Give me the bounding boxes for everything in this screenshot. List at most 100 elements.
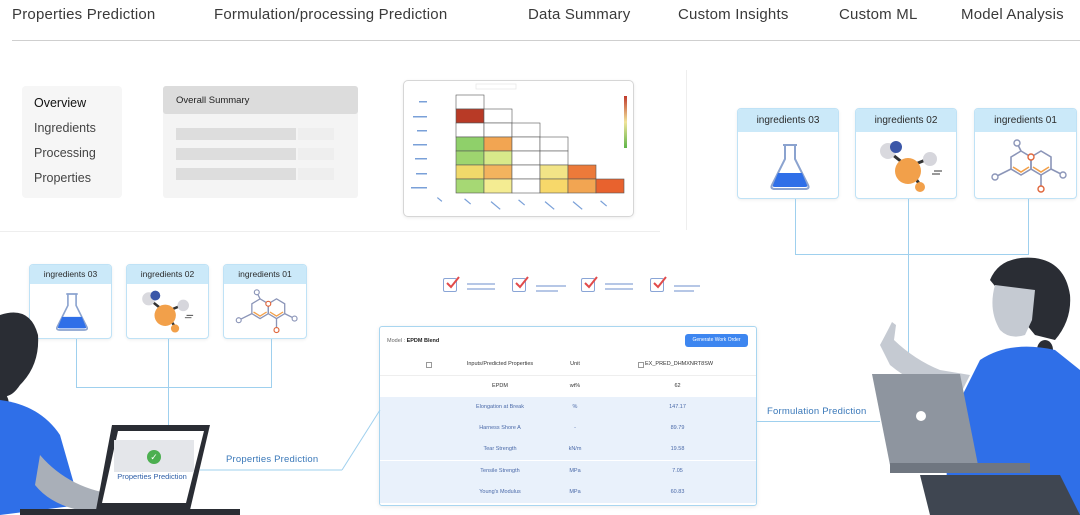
flow-label-formulation: Formulation Prediction [767,406,867,417]
check-mark-icon [653,276,667,289]
nav-tab-custom-ml[interactable]: Custom ML [839,6,918,23]
table-cell: 7.05 [672,468,683,474]
summary-placeholder-bar [176,128,296,140]
heatmap-title-placeholder [475,83,517,90]
table-cell: 62 [674,383,681,389]
menu-item-overview[interactable]: Overview [34,96,87,110]
connector-line [795,254,1029,255]
summary-placeholder-bar [298,148,334,160]
table-cell: Elongation at Break [475,404,524,410]
table-cell: wt% [569,383,581,389]
summary-placeholder-bar [176,148,296,160]
check-mark-icon [584,276,598,289]
table-cell: Tear Strength [483,446,517,452]
ingredient-card-03[interactable]: ingredients 03 [29,264,112,339]
table-cell: EPDM [492,383,508,389]
correlation-heatmap [411,83,627,210]
person-pointing-illustration [872,257,1080,515]
table-cell: MPa [569,468,581,474]
ingredient-card-01[interactable]: ingredients 01 [974,108,1077,199]
person-with-laptop-illustration [0,312,240,515]
summary-header: Overall Summary [163,86,358,114]
heatmap-color-scale [624,96,627,148]
flow-connector-left [200,409,381,471]
connector-line [271,339,272,387]
column-header: Unit [570,361,580,367]
flask-icon [55,293,89,331]
nav-tab-custom-insights[interactable]: Custom Insights [678,6,789,23]
table-cell: Young's Modulus [479,489,521,495]
ingredient-card-02[interactable]: ingredients 02 [855,108,957,199]
laptop-screen-label: Properties Prediction [117,472,187,481]
ingredient-card-title: ingredients 03 [30,265,111,284]
connector-line [795,199,796,255]
connector-line [76,339,77,387]
summary-placeholder-bar [176,168,296,180]
heatmap-col-labels [436,197,608,210]
ingredient-card-title: ingredients 01 [975,109,1076,132]
menu-item-ingredients[interactable]: Ingredients [34,121,96,135]
section-divider [0,231,660,232]
table-cell: MPa [569,489,581,495]
nav-tab-model-analysis[interactable]: Model Analysis [961,6,1064,23]
table-row: EPDM wt% 62 [380,375,756,396]
model-label: Model : EPDM Blend [387,338,439,344]
table-row: Tensile Strength MPa 7.05 [380,461,756,482]
table-cell: Tensile Strength [480,468,520,474]
connector-line [76,387,272,388]
flow-label-properties: Properties Prediction [226,454,319,465]
checklist-line [605,283,633,285]
table-cell: % [572,404,578,410]
checklist-line [674,285,700,287]
select-all-checkbox[interactable] [426,362,432,368]
ingredient-card-title: ingredients 03 [738,109,838,132]
ingredient-card-title: ingredients 02 [127,265,208,284]
check-mark-icon [446,276,460,289]
checklist-line [674,290,694,292]
summary-title: Overall Summary [176,95,250,106]
molecule-ball-icon [142,290,194,333]
menu-item-properties[interactable]: Properties [34,171,91,185]
connector-line [757,421,880,422]
connector-line [908,199,909,255]
table-cell: kN/m [568,446,582,452]
heatmap-row-labels [411,101,427,189]
connector-line [168,339,169,387]
molecule-structure-icon [235,289,298,334]
table-row: Elongation at Break % 147.17 [380,397,756,418]
checklist-line [536,285,566,287]
nav-tab-formulation-prediction[interactable]: Formulation/processing Prediction [214,6,448,23]
nav-tab-data-summary[interactable]: Data Summary [528,6,631,23]
summary-placeholder-bar [298,168,334,180]
heatmap-grid [455,94,625,194]
check-mark-icon [515,276,529,289]
table-row: Tear Strength kN/m 19.58 [380,439,756,460]
checklist-line [467,288,495,290]
nav-tab-properties-prediction[interactable]: Properties Prediction [12,6,156,23]
table-cell: 19.58 [670,446,685,452]
column-header: Inputs/Predicted Properties [466,361,534,367]
table-row: Harness Shore A - 89.79 [380,418,756,439]
flask-icon [770,144,810,190]
overview-menu: Overview Ingredients Processing Properti… [22,86,122,198]
connector-line [1028,199,1029,255]
checklist-line [467,283,495,285]
model-label-text: Model : [387,338,406,344]
molecule-ball-icon [880,141,942,192]
table-cell: Harness Shore A [479,425,521,431]
ingredient-card-03[interactable]: ingredients 03 [737,108,839,199]
molecule-structure-icon [991,139,1067,193]
connector-line [908,254,909,374]
ingredient-card-02[interactable]: ingredients 02 [126,264,209,339]
menu-item-processing[interactable]: Processing [34,146,96,160]
checklist-line [605,288,633,290]
column-checkbox[interactable] [638,362,644,368]
overall-summary-card: Overall Summary [163,86,358,198]
model-name: EPDM Blend [406,338,440,344]
checklist-line [536,290,558,292]
generate-work-order-button[interactable]: Generate Work Order [685,334,748,347]
column-header: EX_PRED_DHMXNRT8SW [645,361,714,367]
prediction-table-card: Model : EPDM Blend Generate Work Order I… [379,326,757,506]
table-cell: 60.83 [670,489,685,495]
ingredient-card-01[interactable]: ingredients 01 [223,264,307,339]
